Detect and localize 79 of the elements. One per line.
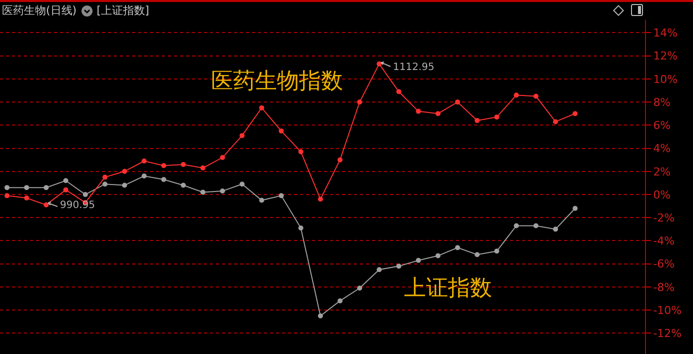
point bbox=[44, 202, 49, 208]
point bbox=[220, 155, 225, 160]
point bbox=[4, 185, 10, 190]
point bbox=[572, 206, 578, 211]
point bbox=[357, 286, 362, 291]
point bbox=[63, 178, 68, 184]
y-tick-label: 14% bbox=[653, 26, 678, 40]
y-tick-label: -12% bbox=[653, 327, 682, 340]
point bbox=[474, 252, 480, 258]
point bbox=[142, 158, 147, 164]
y-tick-label: -4% bbox=[653, 234, 675, 248]
y-tick-label: 10% bbox=[653, 72, 678, 86]
y-tick-label: 8% bbox=[653, 96, 671, 109]
point bbox=[376, 267, 382, 272]
point bbox=[200, 190, 206, 195]
point bbox=[357, 100, 362, 105]
y-tick-label: 12% bbox=[653, 50, 678, 63]
point bbox=[455, 245, 460, 250]
series-label: 上证指数 bbox=[404, 276, 492, 301]
point bbox=[416, 258, 421, 263]
point bbox=[102, 182, 108, 187]
point bbox=[4, 193, 10, 198]
point bbox=[514, 92, 519, 98]
point bbox=[24, 195, 30, 200]
point bbox=[24, 185, 30, 190]
point bbox=[553, 119, 558, 124]
point bbox=[533, 94, 538, 99]
y-tick-label: 0% bbox=[653, 188, 671, 202]
point bbox=[180, 162, 186, 167]
y-tick-label: 6% bbox=[653, 119, 671, 132]
point bbox=[142, 174, 147, 179]
point bbox=[298, 226, 304, 231]
point bbox=[122, 168, 128, 174]
point bbox=[240, 182, 245, 187]
chart-title: 医药生物(日线) bbox=[2, 3, 77, 18]
point bbox=[298, 149, 304, 154]
point bbox=[122, 182, 128, 188]
y-tick-label: 4% bbox=[653, 142, 671, 156]
point bbox=[278, 128, 284, 134]
point bbox=[553, 226, 558, 232]
point bbox=[240, 133, 245, 138]
annotation: 990.95 bbox=[60, 200, 95, 211]
point bbox=[435, 111, 440, 116]
chart-subtitle: [上证指数] bbox=[96, 3, 150, 18]
point bbox=[396, 89, 402, 94]
y-tick-label: -8% bbox=[653, 280, 675, 294]
point bbox=[455, 100, 460, 105]
point bbox=[338, 157, 343, 162]
y-tick-label: -6% bbox=[653, 258, 675, 271]
y-tick-label: 2% bbox=[653, 165, 671, 178]
point bbox=[161, 176, 166, 182]
point bbox=[220, 188, 225, 194]
y-tick-label: -10% bbox=[653, 304, 682, 317]
point bbox=[63, 187, 68, 192]
point bbox=[338, 298, 343, 304]
point bbox=[396, 264, 402, 269]
point bbox=[102, 174, 108, 180]
point bbox=[44, 185, 49, 190]
series-label: 医药生物指数 bbox=[211, 69, 343, 94]
point bbox=[318, 196, 323, 202]
point bbox=[572, 111, 578, 116]
point bbox=[180, 182, 186, 188]
point bbox=[259, 198, 264, 203]
point bbox=[494, 248, 500, 254]
point bbox=[259, 105, 264, 110]
point bbox=[376, 61, 382, 66]
point bbox=[435, 253, 440, 258]
point bbox=[494, 114, 500, 120]
point bbox=[416, 108, 421, 114]
y-tick-label: -2% bbox=[653, 211, 675, 224]
point bbox=[533, 223, 538, 228]
point bbox=[200, 165, 206, 170]
point bbox=[278, 193, 284, 198]
annotation: 1112.95 bbox=[393, 62, 434, 73]
point bbox=[474, 118, 480, 124]
point bbox=[318, 313, 323, 318]
point bbox=[514, 223, 519, 228]
point bbox=[82, 192, 88, 198]
point bbox=[161, 163, 166, 168]
